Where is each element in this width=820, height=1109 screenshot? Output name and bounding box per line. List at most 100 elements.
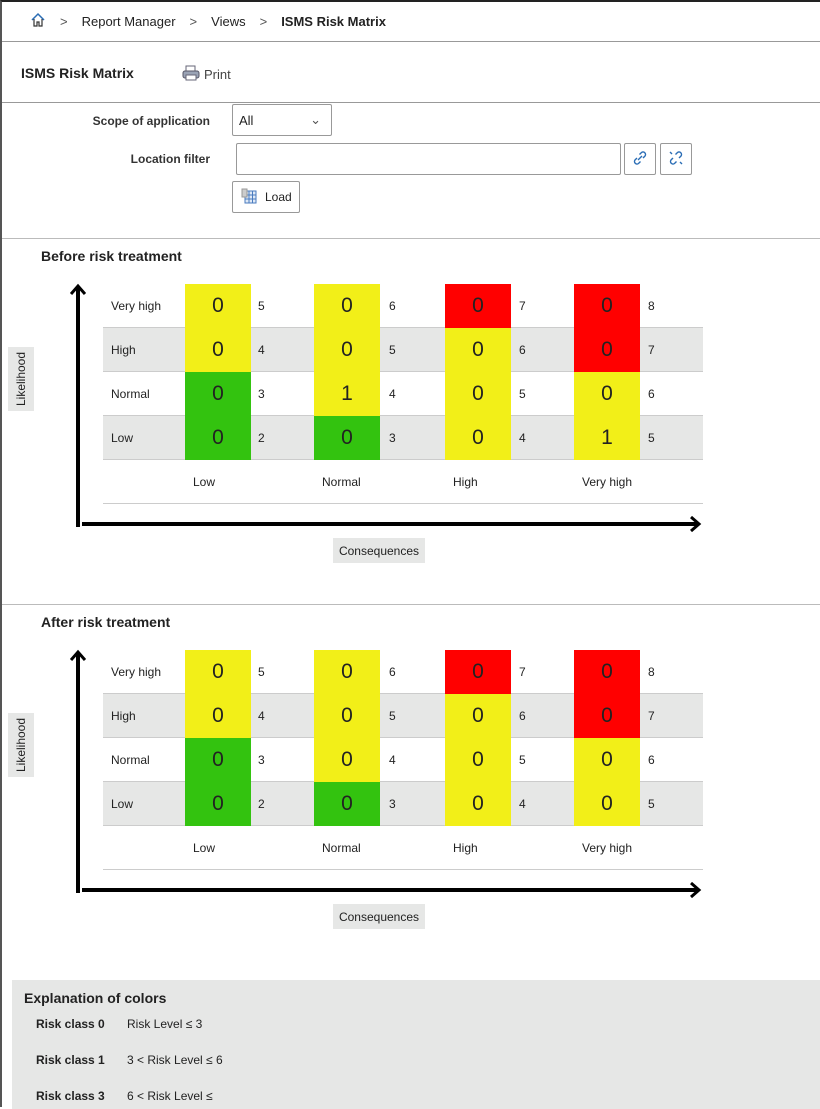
risk-count-cell[interactable]: 0 [445,328,511,372]
risk-count-cell[interactable]: 0 [574,738,640,782]
risk-level: 7 [519,299,526,313]
unlink-button[interactable] [660,143,692,175]
likelihood-axis [76,287,80,527]
risk-level: 4 [519,797,526,811]
risk-count-cell[interactable]: 0 [574,694,640,738]
risk-count-cell[interactable]: 0 [314,328,380,372]
consequence-level: Very high [582,841,633,855]
consequences-axis [82,522,698,526]
matrix-row: Normal 0 3 1 4 0 5 0 6 [103,372,703,416]
breadcrumb: > Report Manager > Views > ISMS Risk Mat… [2,2,820,42]
risk-count-cell[interactable]: 0 [185,650,251,694]
risk-count-cell[interactable]: 0 [314,416,380,460]
consequence-level: High [453,841,478,855]
risk-count-cell[interactable]: 0 [445,650,511,694]
scope-select[interactable]: All ⌄ [232,104,332,136]
risk-count-cell[interactable]: 0 [185,328,251,372]
consequence-level: Normal [322,475,361,489]
risk-count-cell[interactable]: 0 [314,650,380,694]
risk-count-cell[interactable]: 0 [445,284,511,328]
risk-level: 5 [648,797,655,811]
risk-count-cell[interactable]: 0 [574,782,640,826]
risk-level: 6 [648,387,655,401]
consequence-row: Low Normal High Very high [103,826,703,870]
matrix-title: Before risk treatment [41,248,182,264]
load-button[interactable]: Load [232,181,300,213]
scope-label: Scope of application [92,114,210,128]
risk-count-cell[interactable]: 1 [574,416,640,460]
risk-count-cell[interactable]: 0 [185,372,251,416]
risk-count-cell[interactable]: 0 [185,782,251,826]
matrix-row: Very high 0 5 0 6 0 7 0 8 [103,650,703,694]
risk-count-cell[interactable]: 0 [445,372,511,416]
location-input[interactable] [236,143,621,175]
print-button[interactable]: Print [182,65,231,84]
risk-level: 5 [389,343,396,357]
likelihood-level: High [111,343,136,357]
risk-count-cell[interactable]: 0 [314,738,380,782]
risk-count-cell[interactable]: 0 [574,284,640,328]
risk-level: 2 [258,797,265,811]
matrix-row: Normal 0 3 0 4 0 5 0 6 [103,738,703,782]
matrix-row: Very high 0 5 0 6 0 7 0 8 [103,284,703,328]
consequences-label: Consequences [333,538,425,563]
matrix-row: Low 0 2 0 3 0 4 0 5 [103,782,703,826]
location-label: Location filter [130,152,210,166]
risk-count-cell[interactable]: 0 [314,782,380,826]
link-button[interactable] [624,143,656,175]
risk-level: 4 [258,709,265,723]
risk-count-cell[interactable]: 0 [445,694,511,738]
risk-level: 3 [258,387,265,401]
risk-count-cell[interactable]: 0 [445,782,511,826]
matrix-row: High 0 4 0 5 0 6 0 7 [103,694,703,738]
risk-level: 5 [519,387,526,401]
breadcrumb-report-manager[interactable]: Report Manager [81,14,176,29]
link-icon [631,149,649,170]
risk-matrix-section: After risk treatment Likelihood Consequenc… [2,604,820,970]
risk-count-cell[interactable]: 0 [185,738,251,782]
consequences-label: Consequences [333,904,425,929]
likelihood-level: Low [111,797,134,811]
chevron-right-icon: > [259,14,268,29]
risk-count-cell[interactable]: 0 [574,372,640,416]
legend-item: Risk class 0 Risk Level ≤ 3 [36,1017,203,1031]
risk-level: 4 [258,343,265,357]
risk-count-cell[interactable]: 0 [445,738,511,782]
legend-title: Explanation of colors [24,990,167,1006]
consequence-level: High [453,475,478,489]
risk-count-cell[interactable]: 0 [185,694,251,738]
risk-count-cell[interactable]: 0 [314,284,380,328]
risk-count-cell[interactable]: 0 [185,416,251,460]
arrow-up-icon [70,649,86,661]
printer-icon [182,65,200,84]
risk-count-cell[interactable]: 0 [445,416,511,460]
risk-level: 5 [258,665,265,679]
breadcrumb-current: ISMS Risk Matrix [281,14,386,29]
likelihood-label: Likelihood [8,713,34,777]
page-title: ISMS Risk Matrix [21,65,134,81]
title-bar: ISMS Risk Matrix Print [2,43,820,103]
likelihood-label: Likelihood [8,347,34,411]
arrow-right-icon [690,516,702,532]
risk-count-cell[interactable]: 1 [314,372,380,416]
home-icon[interactable] [30,12,46,31]
risk-level: 5 [648,431,655,445]
risk-count-cell[interactable]: 0 [185,284,251,328]
matrix-row: High 0 4 0 5 0 6 0 7 [103,328,703,372]
risk-count-cell[interactable]: 0 [314,694,380,738]
risk-level: 5 [258,299,265,313]
risk-level: 7 [648,343,655,357]
risk-level: 4 [519,431,526,445]
chevron-right-icon: > [60,14,68,29]
likelihood-level: Low [111,431,134,445]
breadcrumb-views[interactable]: Views [211,14,246,29]
risk-count-cell[interactable]: 0 [574,650,640,694]
risk-level: 3 [389,797,396,811]
risk-count-cell[interactable]: 0 [574,328,640,372]
matrix-title: After risk treatment [41,614,171,630]
risk-level: 6 [648,753,655,767]
risk-level: 4 [389,387,396,401]
consequence-level: Very high [582,475,633,489]
